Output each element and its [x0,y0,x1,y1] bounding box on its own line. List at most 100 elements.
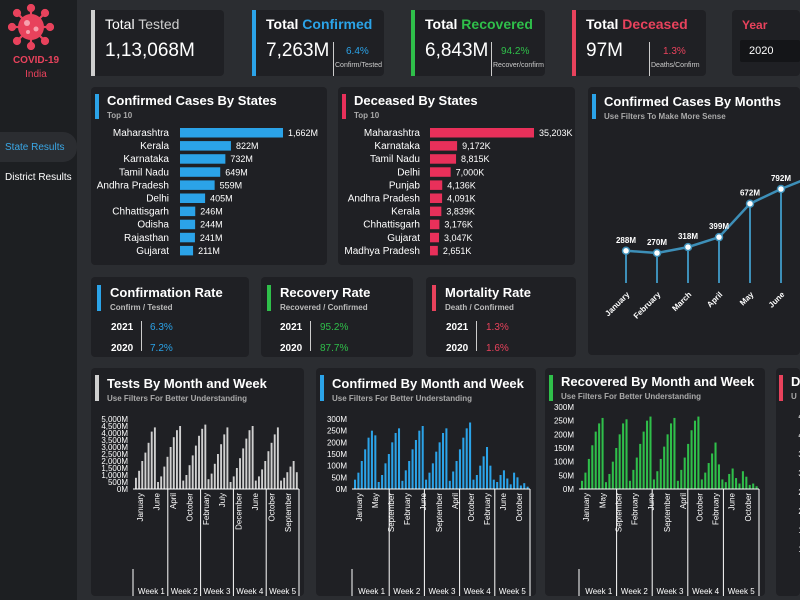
rate-value: 6.3% [150,322,173,333]
column-bar [656,471,659,489]
state-label: Punjab [389,180,421,191]
rate-value: 95.2% [320,322,349,333]
rate-divider [476,321,477,351]
column-bar [632,469,635,489]
state-value-label: 405M [210,194,233,204]
column-bar [264,461,267,489]
column-bar [516,477,519,489]
column-bar [445,428,448,489]
state-bar [430,206,442,217]
state-bar [430,128,534,138]
column-bar [676,480,679,489]
y-tick-label: 1,50 [798,526,800,535]
column-bar [163,466,166,489]
column-bar [147,442,150,489]
week-label: Week 3 [429,587,457,596]
column-bar [646,420,649,489]
sidebar: COVID-19 India State Results District Re… [0,0,77,600]
column-bar [374,435,377,489]
y-tick-label: 1,000M [101,471,128,480]
column-bar [188,465,191,489]
section-accent-bar [432,285,436,311]
state-bar [430,219,440,230]
column-bar [239,458,241,489]
column-bar [714,442,717,489]
kpi-value: 1,13,068M [105,40,195,61]
state-label: Maharashtra [364,128,421,139]
nav-district-results[interactable]: District Results [5,172,72,183]
month-tick-label: September [663,493,672,532]
month-tick-label: February [712,493,721,525]
data-point [745,199,755,208]
column-bar [204,424,207,489]
y-tick-label: 2,000M [101,457,128,466]
column-bar [693,420,697,489]
data-point [652,248,662,258]
column-bar [687,443,690,489]
y-tick-label: 2,50 [798,488,800,497]
recovery-rate-card: Recovery Rate Recovered / Confirmed 2021… [261,277,413,357]
column-bar [367,437,370,489]
deceased-by-states-card: Deceased By States Top 10 Maharashtra 35,… [338,87,575,265]
column-bar [584,472,587,489]
month-tick-label: March [670,290,693,313]
month-tick-label: June [767,290,787,310]
section-accent-bar [320,375,324,401]
rate-year: 2020 [446,343,469,354]
column-bar [384,463,387,489]
state-value-label: 241M [200,233,223,243]
y-tick-label: 2,500M [101,450,128,459]
state-label: Maharashtra [113,128,170,139]
state-label: Gujarat [387,233,420,244]
kpi-title: Total Recovered [425,16,533,32]
column-bar [462,437,465,489]
confirmed-by-months-card: Confirmed Cases By Months Use Filters To… [588,87,800,355]
column-bar [377,482,380,489]
column-bar [752,483,755,489]
column-bar [223,434,226,489]
column-bar [611,461,614,489]
column-bar [169,447,172,489]
column-bar [172,437,175,489]
rate-year: 2021 [280,322,303,333]
column-bar [166,456,169,489]
state-bar [430,141,458,151]
confirmed-by-states-card: Confirmed Cases By States Top 10 Maharas… [91,87,327,265]
mortality-rate-card: Mortality Rate Death / Confirmed 2021 1.… [426,277,576,357]
column-bar [245,438,248,489]
column-bar [157,482,159,489]
column-bar [628,480,631,489]
kpi-value: 7,263M [266,40,330,61]
month-tick-label: June [419,492,428,510]
chart-title: Recovered By Month and Week [561,374,755,389]
kpi-accent-bar [91,10,95,76]
week-label: Week 4 [464,587,492,596]
column-bar [615,448,618,489]
column-bar [270,442,273,489]
column-bar [591,445,594,489]
column-bar [666,434,669,489]
kpi-title: Total Confirmed [266,16,373,32]
state-label: Gujarat [136,246,169,257]
column-bar [523,483,526,489]
rate-divider [310,321,311,351]
column-bar [235,468,238,489]
chart-subtitle: U [791,392,797,401]
column-bar [185,475,188,489]
column-bar [226,427,229,489]
state-label: Karnataka [374,141,420,152]
nav-state-results[interactable]: State Results [5,142,65,153]
rate-value: 1.6% [486,343,509,354]
column-bar [194,445,197,489]
month-tick-label: February [403,493,412,525]
month-tick-label: February [483,493,492,525]
year-select[interactable]: 2020 [740,40,800,62]
chart-subtitle: Use Filters For Better Understanding [332,394,473,403]
y-tick-label: 5,000M [101,415,128,424]
column-bar [276,427,279,489]
column-bar [182,480,185,489]
chart-title: Confirmed Cases By States [107,93,277,108]
column-bar [486,447,489,489]
y-tick-label: 4,000M [101,429,128,438]
column-bar [144,452,147,489]
